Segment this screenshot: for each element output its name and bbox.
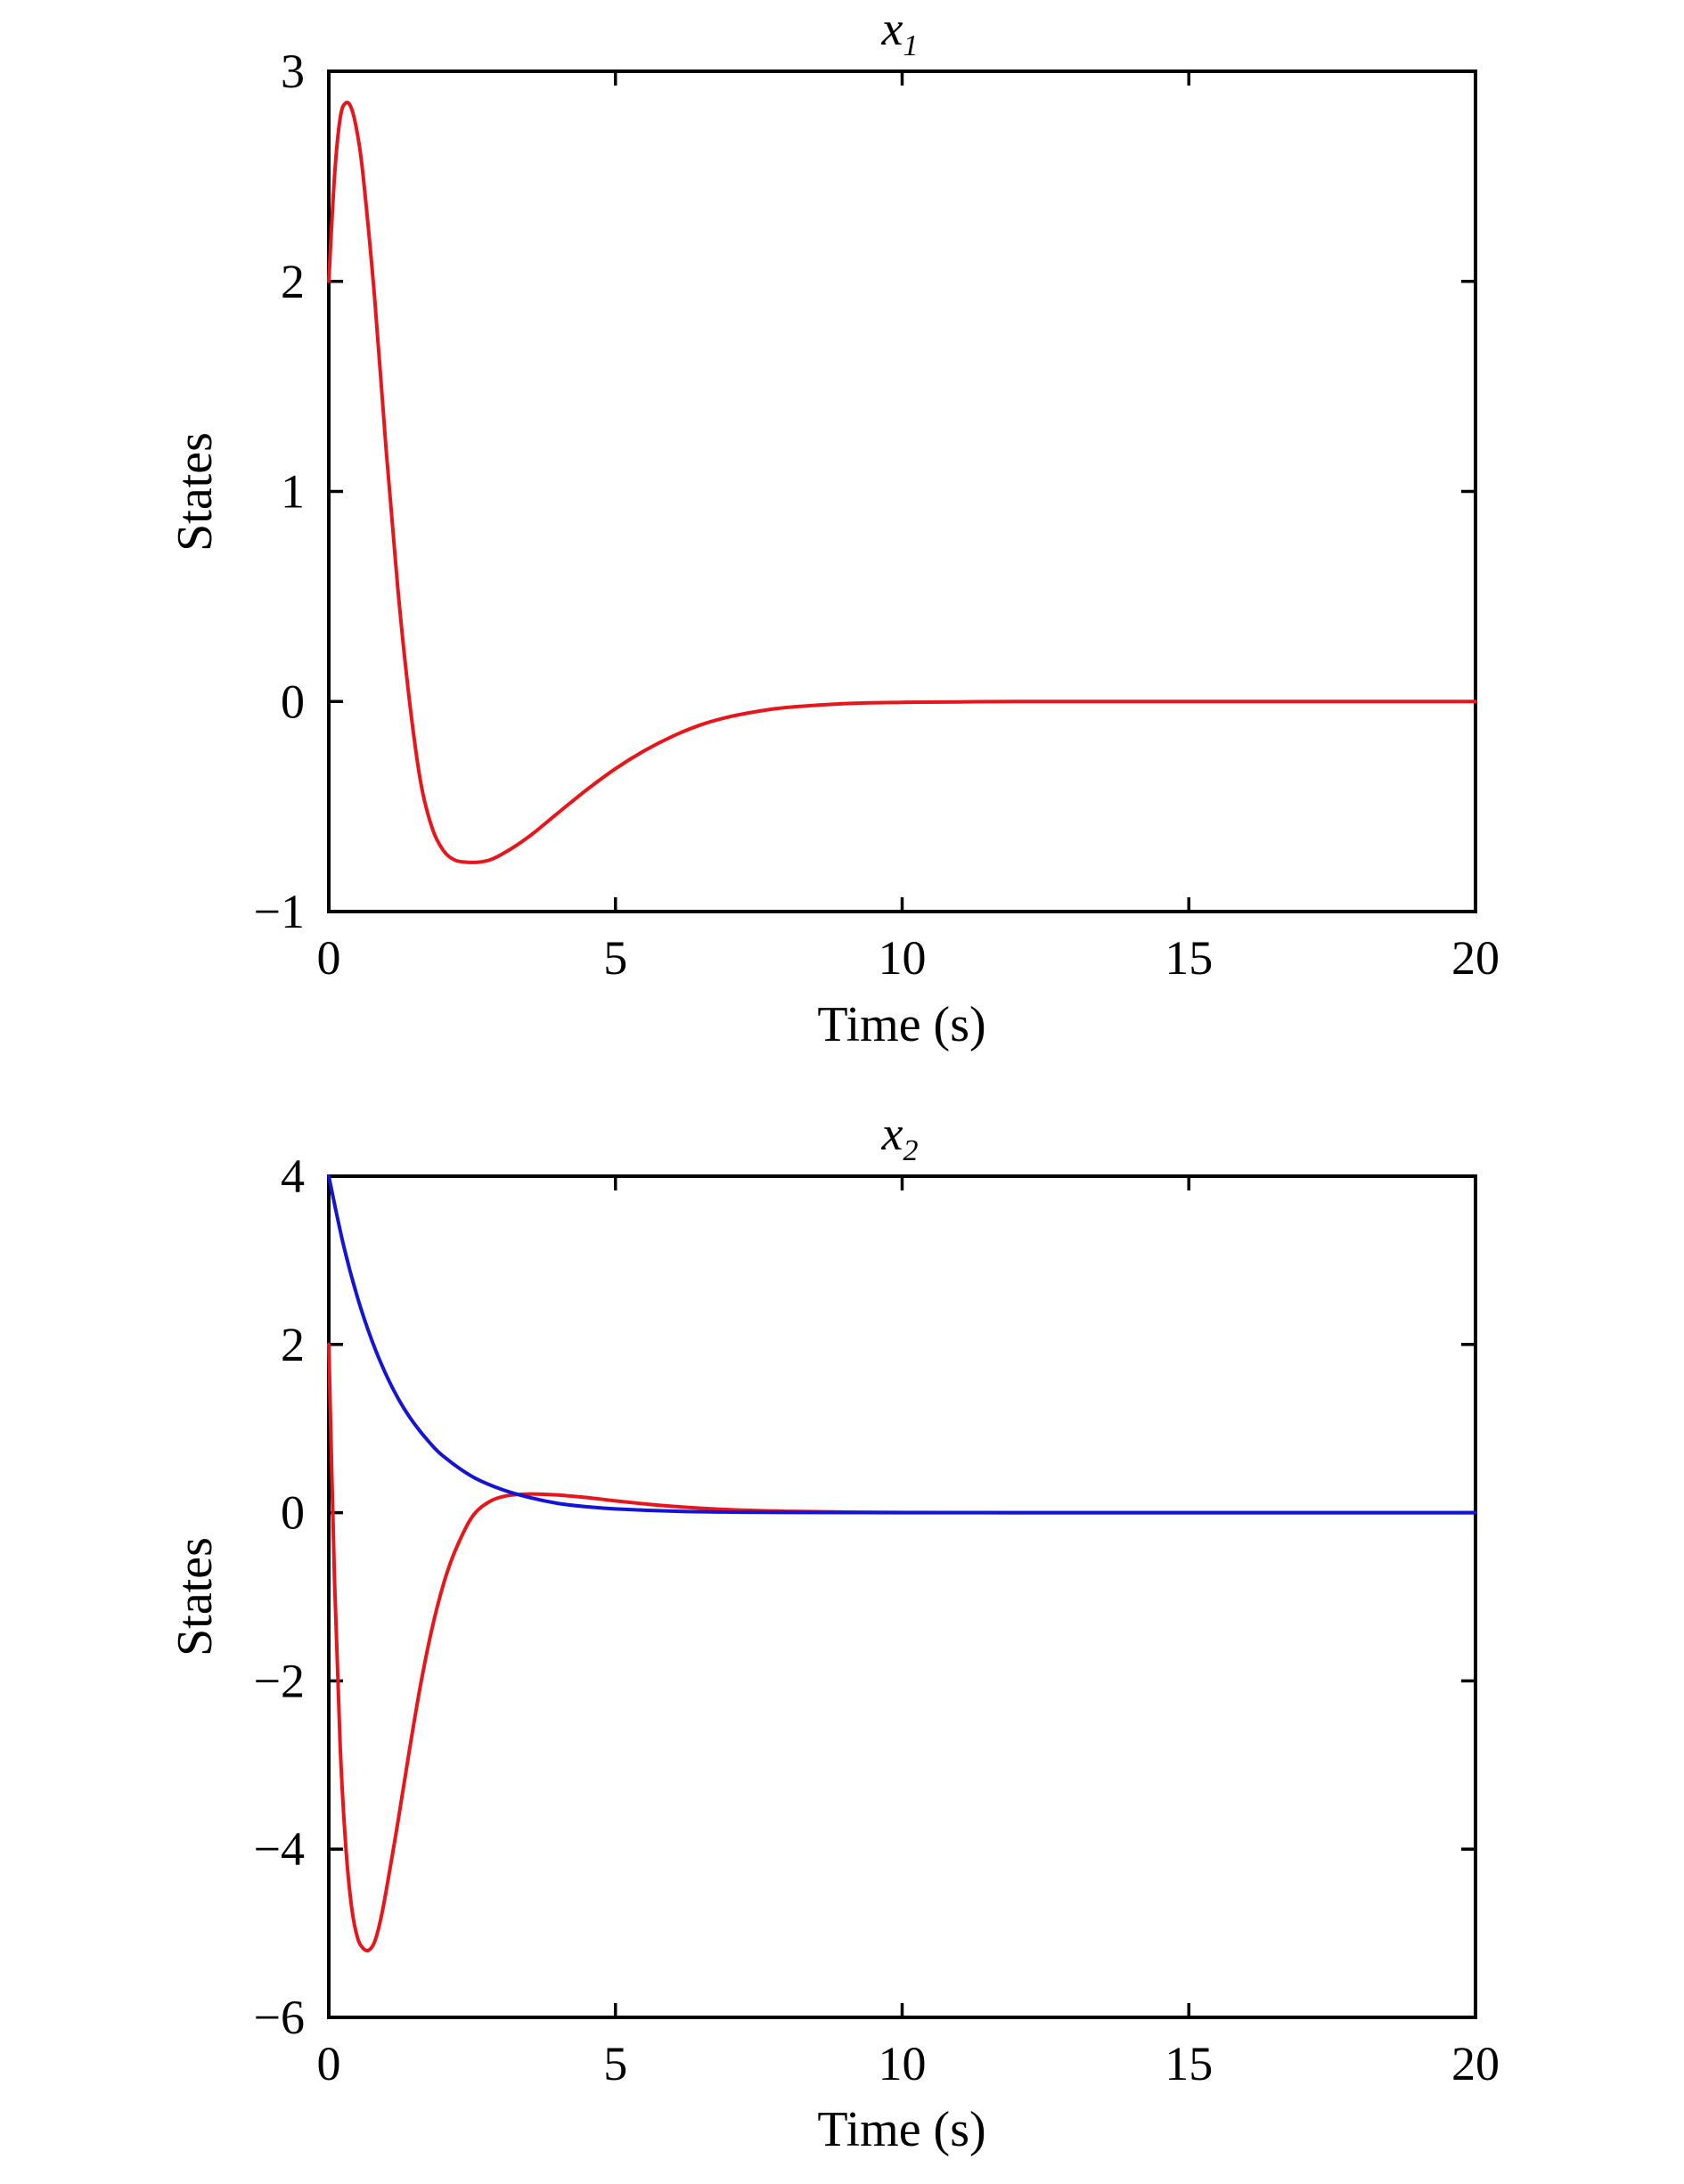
series-line-1: [327, 100, 1477, 864]
chart-title: x1: [881, 2, 919, 62]
y-tick-label: 1: [281, 465, 305, 519]
y-tick-label: −1: [254, 885, 305, 938]
y-tick-label: −6: [254, 1991, 305, 2044]
plot-frame: [327, 70, 1477, 913]
chart-title-subscript: 2: [903, 1134, 918, 1167]
x-axis-label: Time (s): [817, 997, 985, 1052]
plot-frame: [327, 1174, 1477, 2019]
x-tick-label: 20: [1451, 2037, 1500, 2090]
y-tick-labels: −6 −4 −2 0 2 4: [254, 1149, 305, 2044]
chart-title-main: x: [881, 2, 903, 55]
axis-ticks: [327, 1174, 1477, 2019]
x-axis-label: Time (s): [817, 2102, 985, 2157]
x-tick-label: 5: [603, 931, 627, 985]
x-tick-labels: 0 5 10 15 20: [317, 2037, 1500, 2090]
y-tick-label: −2: [254, 1654, 305, 1707]
series-group: [327, 1174, 1477, 1953]
y-tick-label: 0: [281, 675, 305, 728]
y-tick-label: 3: [281, 45, 305, 98]
x-tick-label: 15: [1165, 931, 1213, 985]
y-tick-label: −4: [254, 1822, 305, 1876]
y-axis-label: States: [168, 432, 223, 552]
chart-title-main: x: [881, 1107, 903, 1160]
y-tick-label: 4: [281, 1149, 305, 1203]
chart-title-subscript: 1: [903, 29, 918, 62]
y-tick-label: 2: [281, 1318, 305, 1371]
x-tick-label: 10: [879, 931, 927, 985]
chart-title: x2: [881, 1107, 919, 1167]
x-tick-label: 10: [879, 2037, 927, 2090]
x-tick-label: 20: [1451, 931, 1500, 985]
series-line-1: [327, 1342, 1477, 1953]
series-line-2: [327, 1174, 1477, 1515]
axis-ticks: [327, 70, 1477, 913]
y-tick-labels: −1 0 1 2 3: [254, 45, 305, 938]
series-group: [327, 100, 1477, 864]
x-tick-label: 15: [1165, 2037, 1213, 2090]
x-tick-label: 0: [317, 931, 341, 985]
x-tick-labels: 0 5 10 15 20: [317, 931, 1500, 985]
y-tick-label: 0: [281, 1486, 305, 1540]
x-tick-label: 0: [317, 2037, 341, 2090]
x-tick-label: 5: [603, 2037, 627, 2090]
y-tick-label: 2: [281, 255, 305, 308]
y-axis-label: States: [168, 1537, 223, 1656]
